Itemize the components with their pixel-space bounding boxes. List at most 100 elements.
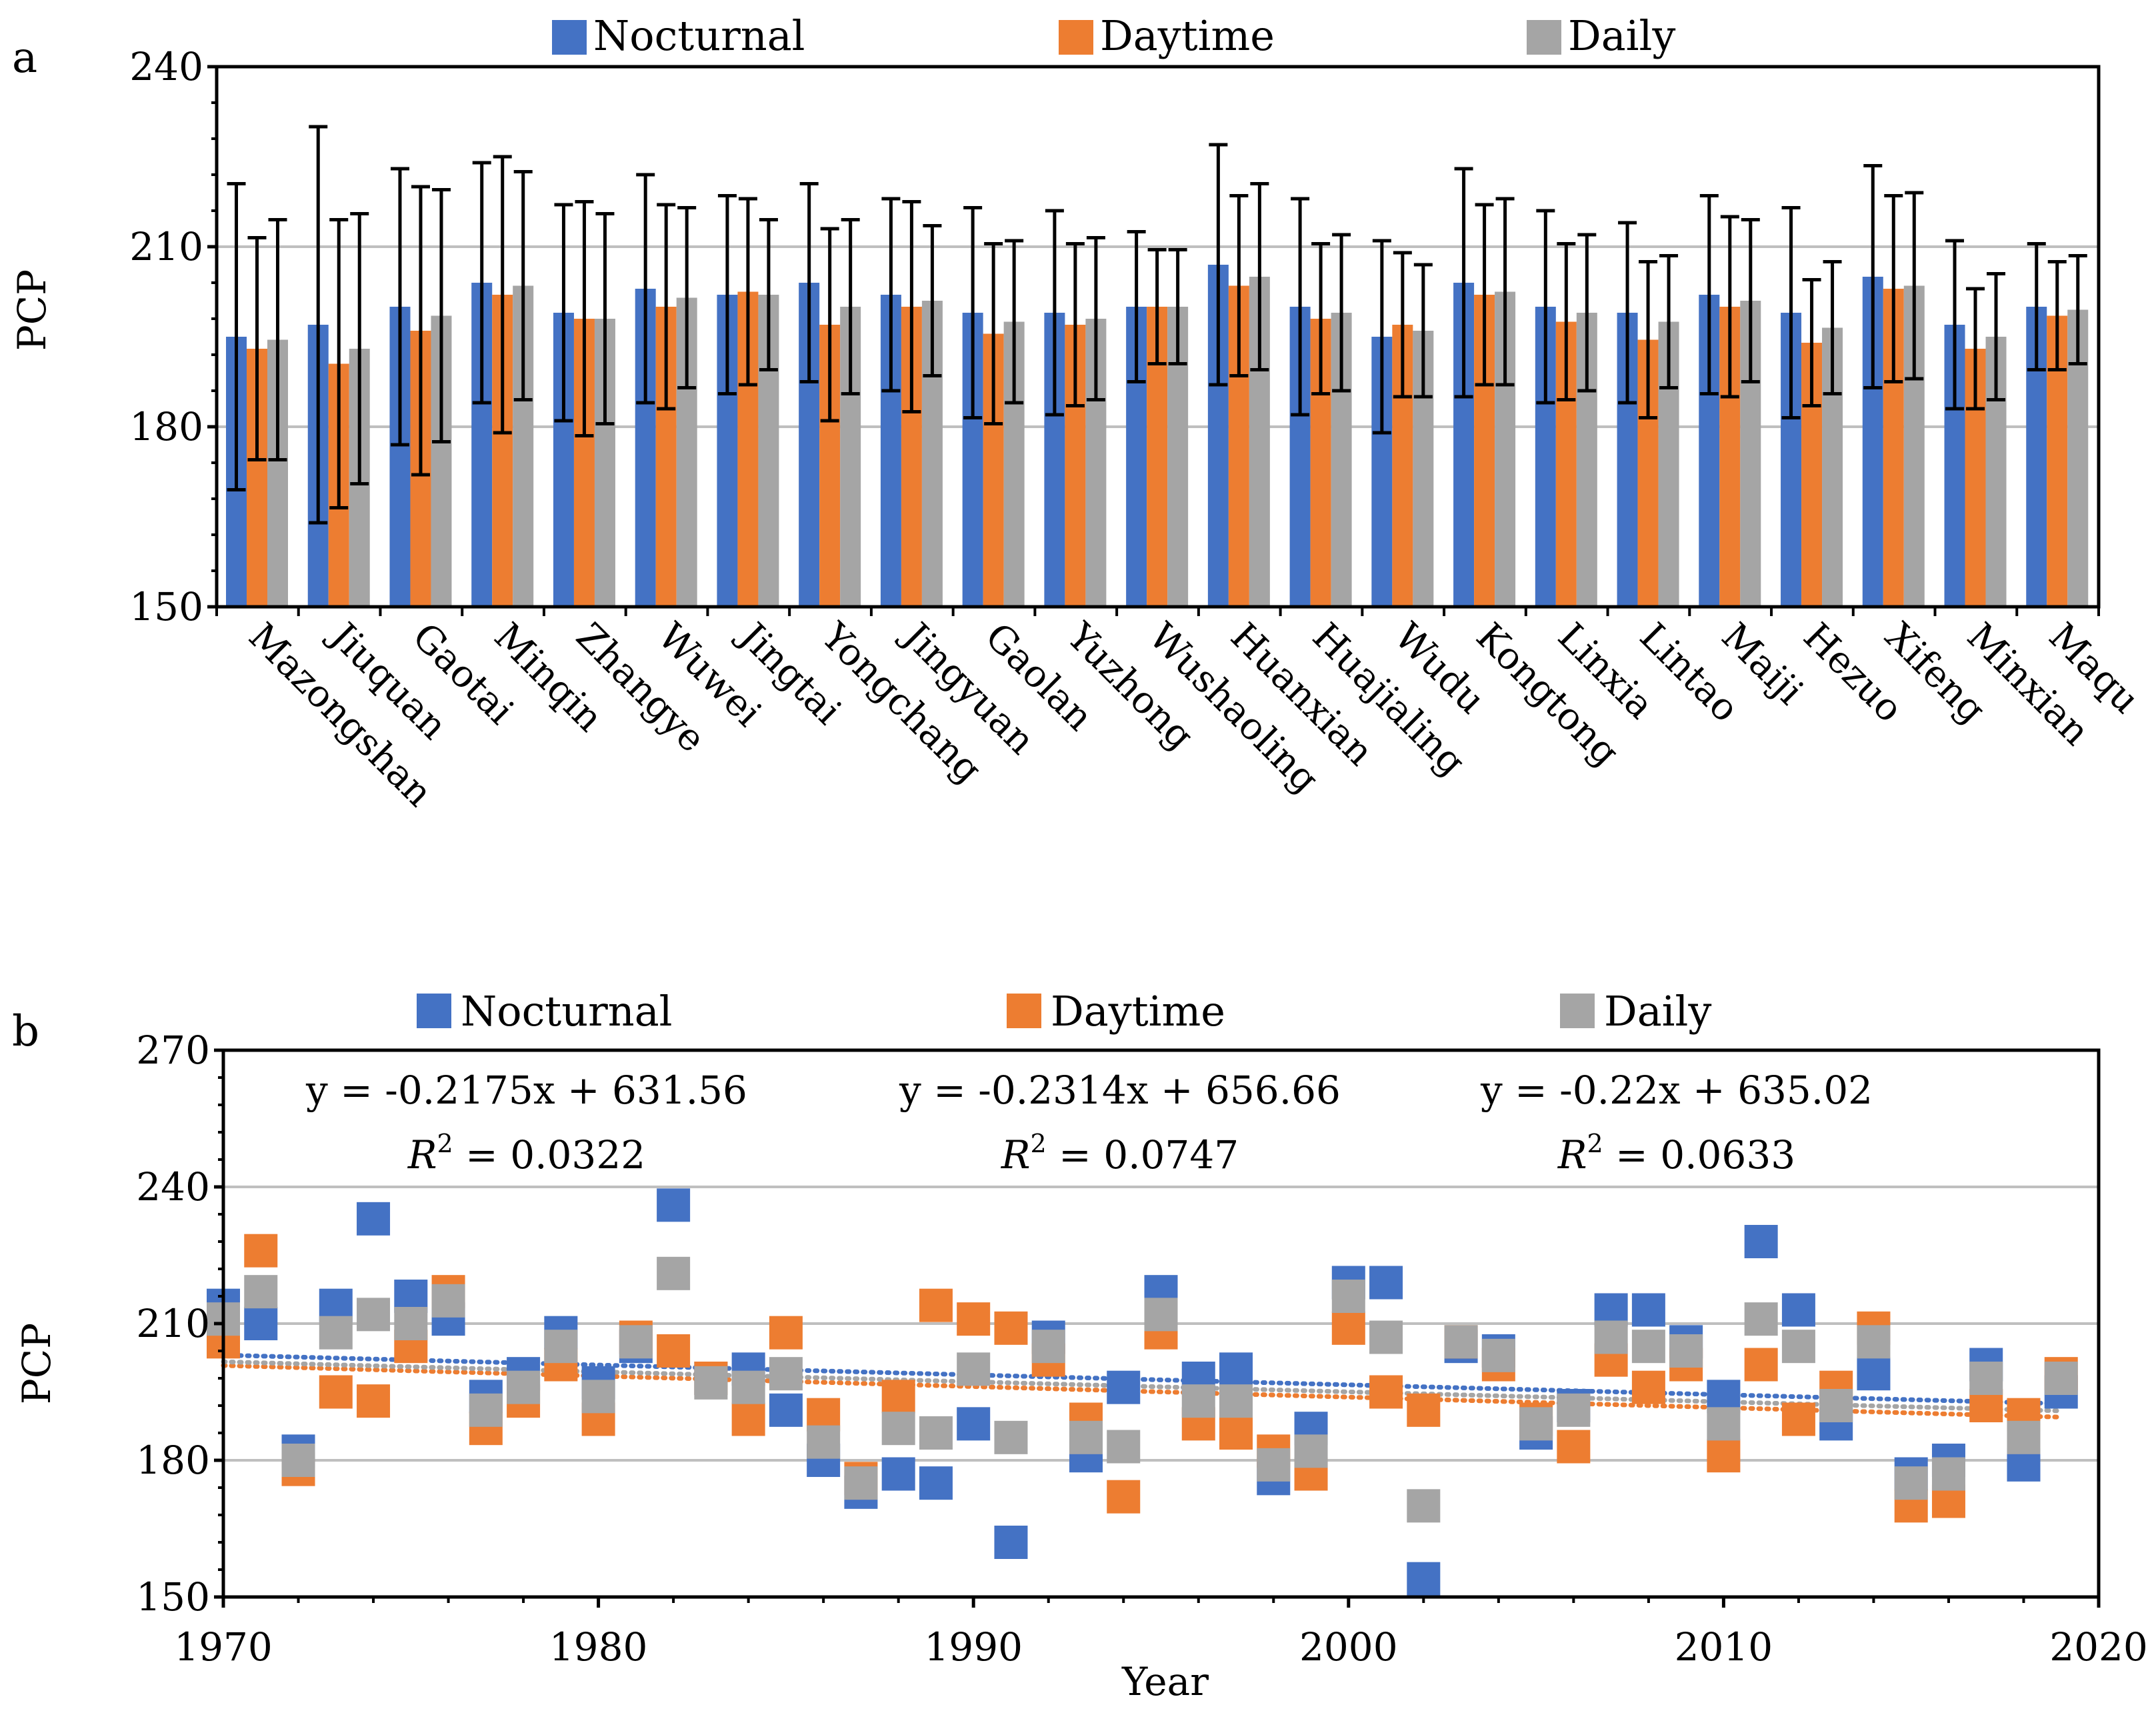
point-daily-2012: [1781, 1330, 1815, 1364]
panel-b-label: b: [12, 1007, 39, 1056]
point-nocturnal-1971: [244, 1307, 278, 1340]
error-bar-daily-jiuquan: [350, 212, 369, 485]
point-daily-2007: [1594, 1320, 1628, 1354]
b-y-tick-label: 240: [136, 1164, 210, 1210]
point-daytime-1973: [319, 1375, 353, 1409]
panel-a-legend: Nocturnal Daytime Daily: [552, 11, 1675, 60]
error-bar-daytime-maiji: [1720, 215, 1739, 399]
error-bar-daily-lintao: [1659, 254, 1679, 389]
error-bar-daytime-xifeng: [1884, 194, 1903, 383]
error-bar-daily-gaolan: [1005, 239, 1024, 405]
point-daily-2004: [1481, 1338, 1515, 1372]
equation-daytime: y = -0.2314x + 656.66: [899, 1068, 1341, 1113]
point-daily-2008: [1631, 1330, 1665, 1364]
error-bar-nocturnal-zhangye: [554, 203, 573, 423]
error-bar-daily-kongtong: [1495, 197, 1515, 387]
panel-a-chart: a PCP 150180210240MazongshanJiuquanGaota…: [9, 11, 2148, 815]
b-x-tick-label: 2010: [1675, 1624, 1773, 1670]
error-bar-daily-yongchang: [841, 218, 860, 395]
error-bar-daytime-wudu: [1393, 251, 1412, 399]
panel-a-y-axis-label: PCP: [9, 269, 55, 351]
error-bar-daytime-zhangye: [575, 200, 594, 437]
point-daily-2003: [1444, 1325, 1478, 1359]
point-daily-2010: [1707, 1407, 1741, 1441]
error-bar-daytime-wushaoling: [1147, 248, 1167, 365]
point-daytime-2006: [1557, 1430, 1591, 1464]
error-bar-daily-huajialing: [1332, 233, 1351, 393]
panel-a-axes: [207, 65, 2101, 616]
point-daily-1992: [1031, 1330, 1065, 1364]
point-daytime-1985: [769, 1316, 803, 1350]
error-bar-daily-yuzhong: [1086, 236, 1105, 401]
error-bar-daily-maqu: [2068, 254, 2087, 365]
point-daily-2006: [1557, 1393, 1591, 1427]
point-nocturnal-2012: [1781, 1293, 1815, 1327]
point-daily-1972: [281, 1444, 315, 1477]
b-legend-swatch-daytime: [1007, 994, 1041, 1028]
error-bar-daytime-maqu: [2047, 260, 2067, 371]
error-bar-daytime-lintao: [1639, 260, 1658, 419]
panel-b-tick-labels: 150 180 210 240 270 1970 1980 1990 2000 2010 2020: [136, 1028, 2148, 1670]
point-daily-1977: [469, 1393, 503, 1427]
b-legend-swatch-nocturnal: [417, 994, 451, 1028]
point-nocturnal-1988: [881, 1457, 915, 1491]
b-legend-label-daily: Daily: [1604, 987, 1711, 1036]
point-daily-1991: [994, 1420, 1028, 1454]
error-bar-daytime-jingyuan: [902, 200, 921, 413]
point-daily-2000: [1331, 1280, 1365, 1313]
error-bar-daytime-huajialing: [1311, 242, 1331, 395]
b-y-tick-label: 180: [136, 1438, 210, 1483]
panel-b-legend: Nocturnal Daytime Daily: [417, 987, 1711, 1036]
point-daily-1971: [244, 1275, 278, 1309]
point-daytime-1991: [994, 1311, 1028, 1345]
error-bar-nocturnal-hezuo: [1781, 206, 1801, 419]
point-daily-1998: [1257, 1448, 1291, 1482]
error-bar-daytime-yongchang: [820, 227, 839, 423]
error-bar-nocturnal-minxian: [1945, 239, 1965, 411]
panel-b-x-axis-label: Year: [1121, 1659, 1209, 1704]
point-daily-1973: [319, 1316, 353, 1350]
a-y-tick-label: 210: [129, 224, 203, 269]
point-daily-1995: [1144, 1298, 1178, 1332]
error-bar-daytime-minxian: [1966, 287, 1985, 411]
error-bar-daytime-yuzhong: [1065, 242, 1085, 407]
point-daily-1982: [657, 1256, 691, 1290]
point-daily-2011: [1744, 1302, 1778, 1336]
point-daytime-2000: [1331, 1311, 1365, 1345]
point-nocturnal-1991: [994, 1526, 1028, 1559]
point-daytime-2008: [1631, 1370, 1665, 1404]
error-bar-daily-minqin: [513, 170, 533, 401]
point-daily-2005: [1519, 1407, 1553, 1441]
error-bar-daytime-kongtong: [1475, 203, 1494, 387]
point-nocturnal-1997: [1219, 1352, 1253, 1386]
point-daily-1975: [394, 1307, 428, 1340]
a-legend-swatch-daily: [1527, 20, 1561, 55]
error-bar-nocturnal-wudu: [1372, 239, 1391, 435]
panel-b-equations: y = -0.2175x + 631.56 R2 = 0.0322 y = -0…: [305, 1068, 1873, 1178]
b-y-tick-label: 210: [136, 1301, 210, 1346]
error-bar-daily-linxia: [1577, 233, 1597, 393]
r2-daytime: R2 = 0.0747: [1001, 1129, 1239, 1178]
point-nocturnal-2014: [1857, 1357, 1891, 1391]
error-bar-daytime-hezuo: [1802, 278, 1821, 407]
a-legend-label-daytime: Daytime: [1100, 11, 1275, 60]
error-bar-daytime-linxia: [1557, 242, 1576, 401]
error-bar-nocturnal-yuzhong: [1045, 209, 1064, 417]
b-legend-swatch-daily: [1560, 994, 1595, 1028]
error-bar-daily-minxian: [1987, 272, 2006, 401]
error-bar-daily-jingtai: [759, 218, 778, 371]
error-bar-daily-mazongshan: [268, 218, 287, 461]
point-daily-2016: [1931, 1457, 1965, 1491]
r2-daily: R2 = 0.0633: [1557, 1129, 1795, 1178]
point-daily-1994: [1107, 1430, 1141, 1464]
point-daily-1988: [881, 1412, 915, 1446]
error-bar-daytime-wuwei: [657, 203, 676, 411]
error-bar-daytime-huanxian: [1229, 194, 1249, 377]
point-nocturnal-2008: [1631, 1293, 1665, 1327]
error-bar-daily-zhangye: [595, 212, 615, 425]
b-x-tick-label: 1980: [549, 1624, 648, 1670]
point-daytime-1971: [244, 1234, 278, 1268]
error-bar-nocturnal-gaolan: [963, 206, 983, 419]
point-nocturnal-1982: [657, 1188, 691, 1222]
